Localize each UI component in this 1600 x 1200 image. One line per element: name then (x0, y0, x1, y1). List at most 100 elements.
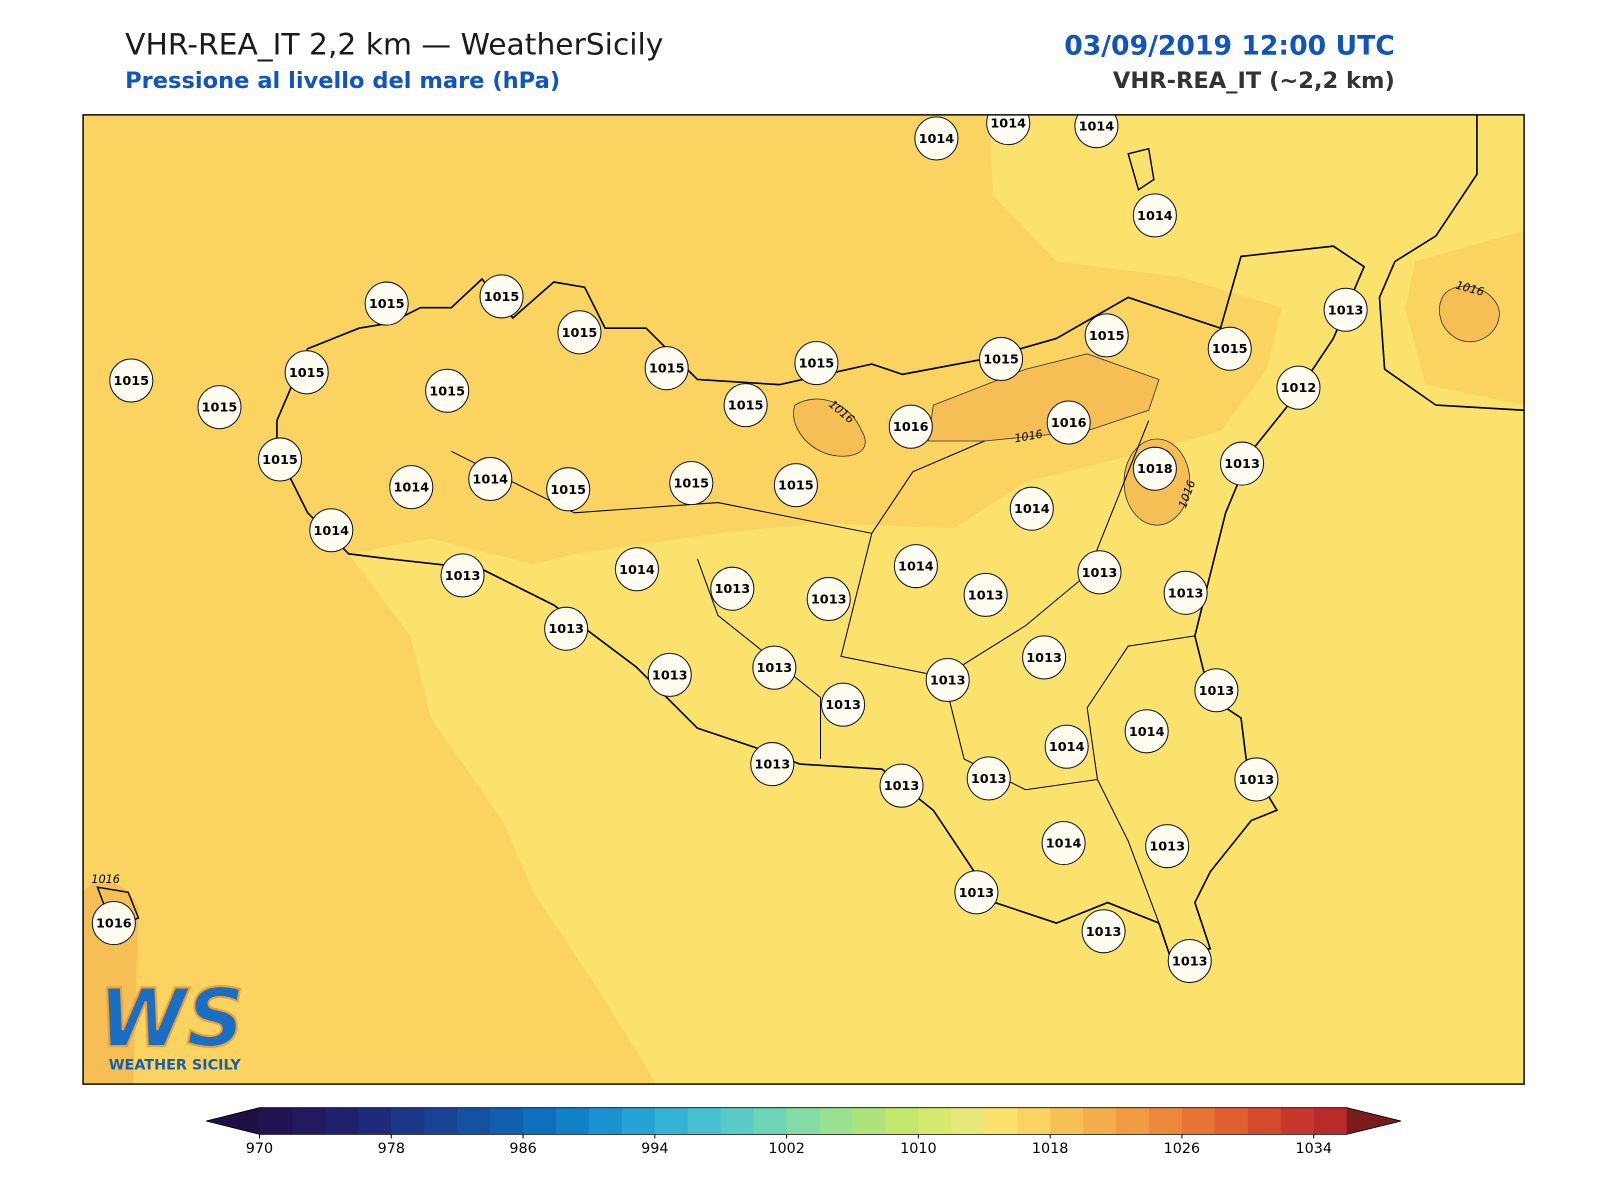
station-marker (284, 350, 329, 395)
colorbar-segment (259, 1107, 293, 1135)
station: 1014 (468, 456, 513, 502)
station-marker (1046, 400, 1091, 445)
station-value: 1013 (811, 593, 847, 608)
station: 1014 (614, 547, 659, 592)
colorbar-segment (391, 1107, 425, 1135)
station: 1015 (794, 341, 839, 386)
station-marker (1145, 824, 1190, 869)
station: 1015 (1084, 313, 1129, 358)
station-value: 1013 (884, 779, 920, 794)
station-value: 1015 (484, 290, 520, 305)
station-marker (1234, 757, 1279, 802)
station-value: 1013 (1026, 651, 1062, 666)
station: 1016 (1046, 400, 1091, 445)
station-value: 1014 (472, 473, 508, 488)
logo: WS WEATHER SICILY (97, 971, 245, 1074)
station-marker (750, 742, 795, 787)
stations: 1014 1014 1014 1014 1015 1015 1015 1015 1015 1015… (91, 114, 1485, 984)
colorbar-under (206, 1107, 260, 1135)
station: 1012 (1276, 365, 1321, 410)
station-marker (669, 461, 714, 506)
station-marker (1207, 326, 1252, 371)
station-value: 1015 (369, 297, 405, 312)
station: 1014 (1074, 114, 1119, 149)
station-value: 1014 (393, 481, 429, 496)
station-marker (1163, 570, 1208, 615)
colorbar-segment (654, 1107, 689, 1135)
station-value: 1013 (548, 622, 584, 637)
station: 1013 (1022, 635, 1067, 680)
station-value: 1014 (1046, 837, 1082, 852)
station: 1013 (440, 553, 485, 598)
station-value: 1015 (673, 477, 709, 492)
station-marker (1044, 724, 1089, 769)
station: 1013 (1220, 441, 1265, 486)
station-marker (309, 508, 354, 553)
station-value: 1015 (550, 483, 586, 498)
station-marker (978, 336, 1024, 382)
station-marker (1194, 668, 1239, 713)
colorbar-tick-label: 994 (641, 1141, 668, 1157)
station: 1015 (557, 310, 602, 355)
colorbar-segment (918, 1107, 952, 1135)
station-marker (91, 901, 136, 946)
station-marker (773, 463, 818, 508)
station: 1013 (1077, 550, 1122, 595)
station-value: 1013 (1149, 840, 1185, 855)
station: 1016 (888, 404, 933, 449)
colorbar-segment (885, 1107, 919, 1135)
station-marker (925, 657, 970, 703)
station-value: 1016 (1051, 416, 1087, 431)
colorbar-segment (786, 1107, 821, 1135)
station-marker (544, 606, 589, 651)
colorbar-segment (984, 1107, 1018, 1135)
station-value: 1013 (757, 661, 793, 676)
contour-area (927, 353, 1160, 442)
station-value: 1016 (96, 917, 132, 932)
colorbar-segment (1017, 1107, 1051, 1135)
station: 1013 (752, 645, 797, 690)
colorbar-tick-label: 1018 (1032, 1141, 1069, 1157)
station: 1014 (1041, 821, 1086, 866)
station: 1013 (710, 566, 755, 611)
station-marker (1132, 446, 1177, 491)
station: 1015 (978, 336, 1024, 382)
station-value: 1013 (1199, 684, 1235, 699)
colorbar-segment (292, 1107, 326, 1135)
station-marker (1022, 635, 1067, 680)
contour-label: 1016 (1013, 428, 1043, 446)
station: 1015 (364, 281, 409, 326)
colorbar-segment (457, 1107, 491, 1135)
station: 1013 (1323, 287, 1368, 332)
station: 1013 (647, 652, 692, 697)
station-marker (752, 645, 797, 690)
station-value: 1015 (983, 353, 1019, 368)
station-value: 1015 (262, 453, 298, 468)
station: 1013 (1167, 938, 1212, 984)
station: 1014 (309, 508, 354, 553)
station: 1016 (91, 901, 136, 946)
colorbar-segment (1083, 1107, 1117, 1135)
datetime: 03/09/2019 12:00 UTC (1064, 30, 1395, 61)
station-value: 1013 (1082, 566, 1118, 581)
station-marker (1077, 550, 1122, 595)
station-value: 1013 (959, 886, 995, 901)
station-marker (821, 682, 866, 727)
station-marker (644, 346, 689, 391)
station-value: 1013 (1168, 586, 1204, 601)
colorbar-segment (588, 1107, 623, 1135)
colorbar-segment (720, 1107, 755, 1135)
colorbar-segment (819, 1107, 854, 1135)
station-marker (1276, 365, 1321, 410)
station: 1013 (1234, 757, 1279, 802)
colorbar-segment (1181, 1107, 1216, 1135)
station-value: 1013 (971, 772, 1007, 787)
station-value: 1014 (898, 560, 934, 575)
station: 1015 (644, 346, 689, 391)
station-marker (710, 566, 755, 611)
station: 1013 (1194, 668, 1239, 713)
title: VHR-REA_IT 2,2 km — WeatherSicily (125, 27, 663, 62)
station-value: 1018 (1137, 462, 1173, 477)
station-value: 1013 (1086, 925, 1122, 940)
